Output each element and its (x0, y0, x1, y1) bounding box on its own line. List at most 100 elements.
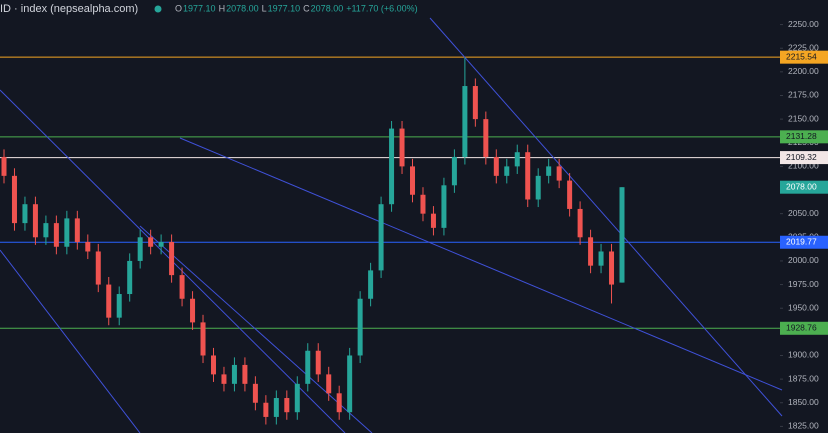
ohlc-values: O 1977.10 H 2078.00 L 1977.10 C 2078.00 +117.70 … (175, 3, 418, 13)
candle-body (567, 180, 573, 209)
level-label: 1928.76 (786, 323, 817, 333)
level-label-box (780, 235, 828, 249)
ohlc-key: O (175, 3, 182, 13)
candle-body (357, 298, 363, 356)
y-tick-label: 2150.00 (788, 113, 819, 123)
candle-body (64, 218, 70, 247)
candle-body (95, 251, 101, 285)
candle-body (43, 223, 49, 238)
candle-body (305, 350, 311, 384)
candle-body (504, 166, 510, 176)
ohlc-value: 1977.10 (268, 3, 301, 13)
candle-body (514, 152, 520, 167)
y-tick-label: 2100.00 (788, 161, 819, 171)
trend-line (139, 225, 373, 433)
y-tick-label: 1900.00 (788, 350, 819, 360)
candle-body (22, 204, 28, 224)
candle-body (577, 208, 583, 238)
ohlc-key: C (303, 3, 310, 13)
candle-body (74, 218, 80, 243)
header: ID · index (nepsealpha.com) O 1977.10 H 207… (0, 3, 418, 15)
candle-body (451, 156, 457, 186)
y-tick-label: 2000.00 (788, 255, 819, 265)
last-price-label: 2078.00 (786, 181, 817, 191)
candle-body (420, 194, 426, 214)
candle-body (85, 242, 91, 252)
candle-body (619, 187, 625, 283)
y-tick-label: 2250.00 (788, 19, 819, 29)
candle-body (148, 237, 154, 247)
level-label-box (780, 321, 828, 335)
ohlc-key: L (262, 3, 267, 13)
trend-line (0, 249, 141, 433)
candle-body (368, 270, 374, 299)
ohlc-value: 2078.00 (311, 3, 344, 13)
y-tick-label: 1850.00 (788, 397, 819, 407)
candle-body (462, 86, 468, 157)
ohlc-value: 1977.10 (183, 3, 216, 13)
last-price-box (780, 180, 828, 194)
candle-body (535, 175, 541, 200)
candle-body (493, 156, 499, 176)
candle-body (127, 260, 133, 295)
candle-body (294, 383, 300, 413)
candle-body (347, 355, 353, 413)
level-label: 2019.77 (786, 236, 817, 246)
candle-body (410, 166, 416, 195)
candle-body (169, 242, 175, 276)
candle-body (116, 294, 122, 318)
candle-body (525, 152, 531, 200)
candle-body (483, 119, 489, 157)
candle-body (106, 284, 112, 318)
candle-body (336, 393, 342, 413)
trend-lines (0, 17, 783, 433)
level-label: 2109.32 (786, 152, 817, 162)
ohlc-value: 2078.00 (226, 3, 259, 13)
candle-body (158, 242, 164, 247)
y-tick-label: 2175.00 (788, 90, 819, 100)
y-tick-label: 1825.00 (788, 421, 819, 431)
candle-body (546, 166, 552, 176)
candle-body (1, 156, 7, 176)
trend-line (179, 137, 783, 391)
candle-body (200, 322, 206, 356)
level-label-box (780, 50, 828, 64)
y-tick-label: 1875.00 (788, 373, 819, 383)
candle-body (210, 355, 216, 375)
candle-body (556, 166, 562, 181)
candle-body (441, 185, 447, 228)
y-tick-label: 1950.00 (788, 302, 819, 312)
candle-body (399, 128, 405, 167)
candle-body (137, 237, 143, 261)
change: +117.70 (+6.00%) (346, 3, 417, 13)
level-label: 2131.28 (786, 131, 817, 141)
y-tick-label: 2050.00 (788, 208, 819, 218)
ohlc-key: H (219, 3, 226, 13)
candle-body (598, 251, 604, 266)
candle-body (389, 128, 395, 205)
level-label: 2215.54 (786, 51, 817, 61)
candle-body (263, 402, 269, 417)
candles (1, 57, 625, 425)
level-label-box (780, 151, 828, 165)
y-tick-label: 2225.00 (788, 42, 819, 52)
trend-line (429, 17, 783, 417)
symbol-title: ID · index (nepsealpha.com) (0, 3, 138, 15)
y-tick-label: 2200.00 (788, 66, 819, 76)
candle-body (190, 298, 196, 323)
candle-body (53, 223, 59, 247)
candle-body (609, 251, 615, 285)
candle-body (242, 364, 248, 384)
candle-body (284, 398, 290, 413)
candle-body (378, 204, 384, 271)
candle-body (231, 364, 237, 384)
price-axis: 1825.001850.001875.001900.001925.001950.… (780, 19, 828, 431)
candle-body (11, 175, 17, 224)
candle-body (221, 374, 227, 384)
candle-body (252, 383, 258, 403)
candle-body (273, 398, 279, 417)
candle-body (315, 350, 321, 375)
